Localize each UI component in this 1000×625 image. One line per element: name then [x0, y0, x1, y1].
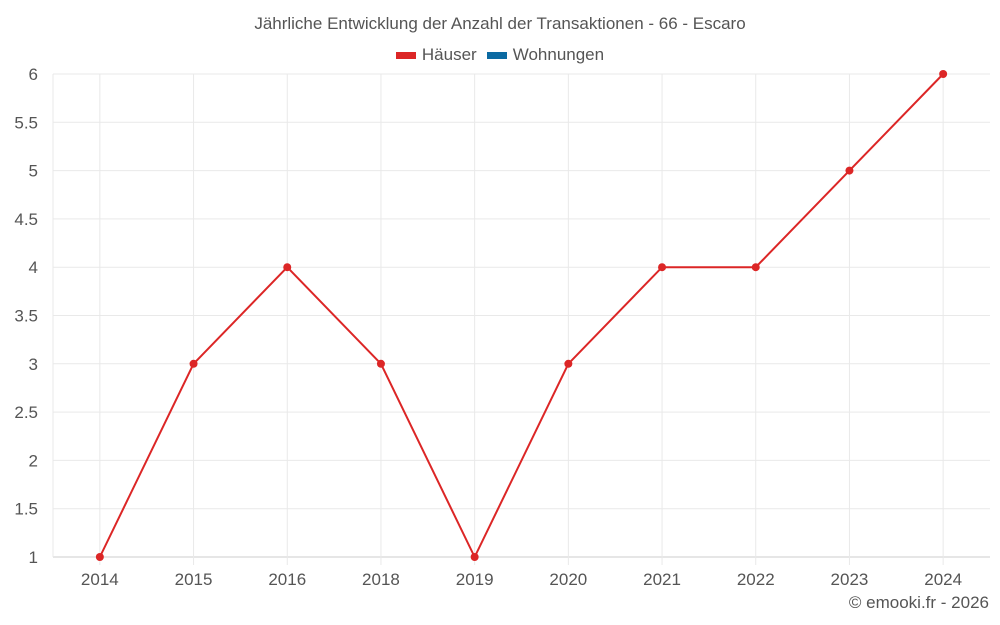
- data-point[interactable]: [376, 359, 385, 368]
- legend-swatch-wohnungen: [486, 51, 507, 59]
- chart-title: Jährliche Entwicklung der Anzahl der Tra…: [254, 14, 746, 33]
- data-point[interactable]: [658, 263, 667, 272]
- x-tick-label: 2018: [362, 570, 400, 589]
- chart-legend: Häuser Wohnungen: [0, 45, 1000, 65]
- x-tick-label: 2019: [456, 570, 494, 589]
- legend-item-haeuser[interactable]: Häuser: [395, 45, 477, 65]
- x-tick-label: 2016: [268, 570, 306, 589]
- y-tick-label: 5: [29, 162, 38, 181]
- x-tick-label: 2015: [175, 570, 213, 589]
- legend-label-haeuser: Häuser: [421, 45, 477, 64]
- y-tick-label: 4.5: [14, 210, 38, 229]
- data-point[interactable]: [95, 553, 104, 561]
- data-point[interactable]: [564, 359, 573, 368]
- data-point[interactable]: [283, 263, 292, 272]
- x-tick-label: 2023: [831, 570, 869, 589]
- x-tick-label: 2022: [737, 570, 775, 589]
- y-tick-label: 3.5: [14, 307, 38, 326]
- y-tick-label: 2.5: [14, 403, 38, 422]
- legend-label-wohnungen: Wohnungen: [512, 45, 605, 64]
- x-tick-label: 2024: [924, 570, 962, 589]
- y-axis: 1 1.5 2 2.5 3 3.5 4 4.5 5 5.5 6: [14, 65, 38, 567]
- x-tick-label: 2020: [549, 570, 587, 589]
- copyright-credit: © emooki.fr - 2026: [848, 593, 989, 612]
- data-point[interactable]: [845, 166, 854, 175]
- grid-lines: [52, 73, 990, 565]
- y-tick-label: 1.5: [14, 500, 38, 519]
- data-point[interactable]: [751, 263, 760, 272]
- series-haeuser: [95, 70, 948, 561]
- legend-item-wohnungen[interactable]: Wohnungen: [486, 45, 605, 65]
- x-tick-label: 2021: [643, 570, 681, 589]
- data-point[interactable]: [470, 553, 479, 561]
- x-tick-label: 2014: [81, 570, 119, 589]
- data-point[interactable]: [189, 359, 198, 368]
- legend-swatch-haeuser: [395, 51, 416, 59]
- y-tick-label: 4: [29, 258, 38, 277]
- y-tick-label: 5.5: [14, 113, 38, 132]
- x-axis: 2014 2015 2016 2018 2019 2020 2021 2022 2023 2024: [81, 570, 962, 589]
- y-tick-label: 1: [29, 548, 38, 567]
- data-point[interactable]: [939, 70, 948, 78]
- y-tick-label: 2: [29, 451, 38, 470]
- y-tick-label: 6: [29, 65, 38, 84]
- y-tick-label: 3: [29, 355, 38, 374]
